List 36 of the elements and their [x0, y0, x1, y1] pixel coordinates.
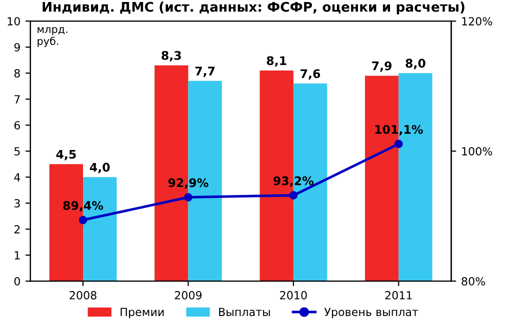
- y-tick-label: 9: [14, 43, 20, 52]
- x-tick-label: 2008: [70, 291, 96, 300]
- y-tick-label: 3: [14, 199, 20, 208]
- point: [78, 216, 88, 224]
- data-label: 4,5: [56, 150, 76, 160]
- y-tick-label: 7: [14, 95, 20, 104]
- y-axis-title: млрд. руб.: [38, 27, 68, 47]
- y2-tick-label: 120%: [462, 17, 492, 26]
- data-label: 8,3: [162, 50, 181, 62]
- chart-title: Индивид. ДМС (ист. данных: ФСФР, оценки и расчеты): [42, 2, 464, 14]
- y-tick-label: 10: [8, 17, 20, 26]
- legend-label: Уровень выплат: [324, 308, 418, 318]
- y-tick-label: 8: [14, 69, 20, 78]
- point: [289, 191, 298, 200]
- y-tick-label: 2: [14, 225, 20, 234]
- data-label: 93,2%: [274, 176, 314, 187]
- data-label: 7,6: [300, 69, 320, 80]
- legend-label: Премии: [120, 308, 164, 318]
- y-tick-label: 4: [14, 173, 20, 182]
- data-label: 8,1: [266, 56, 286, 67]
- x-tick-label: 2009: [174, 291, 202, 300]
- y2-tick-label: 100%: [462, 147, 492, 156]
- y2-tick-label: 80%: [462, 277, 486, 286]
- x-tick-label: 2011: [385, 291, 412, 300]
- data-label: 7,9: [372, 61, 392, 72]
- point: [394, 140, 403, 148]
- legend-label: Выплаты: [219, 308, 270, 316]
- y-tick-label: 6: [14, 121, 20, 130]
- data-label: 4,0: [90, 162, 110, 174]
- data-label: 7,7: [195, 66, 215, 78]
- y-tick-label: 1: [14, 251, 20, 260]
- data-label: 8,0: [406, 58, 426, 70]
- x-tick-label: 2010: [280, 291, 307, 300]
- y-tick-label: 5: [14, 147, 20, 156]
- point: [184, 193, 192, 202]
- y-tick-label: 0: [14, 277, 20, 286]
